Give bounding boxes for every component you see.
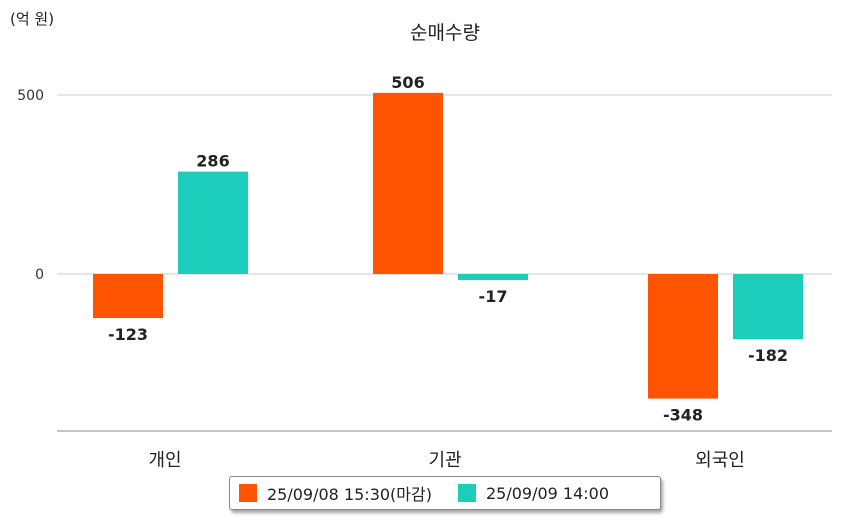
legend-item-series-2[interactable]: 25/09/09 14:00 <box>457 483 610 503</box>
legend-item-series-1[interactable]: 25/09/08 15:30(마감) <box>239 481 432 505</box>
y-tick-label: 500 <box>17 88 44 104</box>
data-label: -17 <box>479 287 508 306</box>
unit-label: (억 원) <box>10 10 55 28</box>
bar-series-2-기관[interactable] <box>458 274 528 281</box>
bar-series-1-기관[interactable] <box>373 92 443 275</box>
legend-label-series-1: 25/09/08 15:30(마감) <box>267 485 432 504</box>
bars <box>93 92 803 399</box>
x-tick-labels: 개인 기관 외국인 <box>148 450 744 471</box>
data-label: -182 <box>748 346 788 365</box>
data-label: 286 <box>196 152 229 171</box>
bar-series-2-개인[interactable] <box>178 171 248 274</box>
x-tick-label: 개인 <box>148 450 181 471</box>
bar-series-1-외국인[interactable] <box>648 274 718 399</box>
y-tick-labels: 0 500 <box>17 88 44 283</box>
data-label: -348 <box>663 406 703 425</box>
legend-swatch-series-2 <box>457 484 476 502</box>
data-labels: -123 506 -348 286 -17 -182 <box>108 73 788 425</box>
y-tick-label: 0 <box>35 267 44 283</box>
x-tick-label: 외국인 <box>695 450 745 471</box>
bar-series-1-개인[interactable] <box>93 274 163 319</box>
data-label: -123 <box>108 325 148 344</box>
bar-series-2-외국인[interactable] <box>733 274 803 340</box>
legend: 25/09/08 15:30(마감) 25/09/09 14:00 <box>229 476 661 510</box>
legend-swatch-series-1 <box>239 484 257 502</box>
chart-title: 순매수량 <box>410 22 480 44</box>
x-tick-label: 기관 <box>428 450 461 471</box>
data-label: 506 <box>391 73 424 92</box>
gridlines <box>57 94 832 275</box>
legend-label-series-2: 25/09/09 14:00 <box>485 483 610 503</box>
